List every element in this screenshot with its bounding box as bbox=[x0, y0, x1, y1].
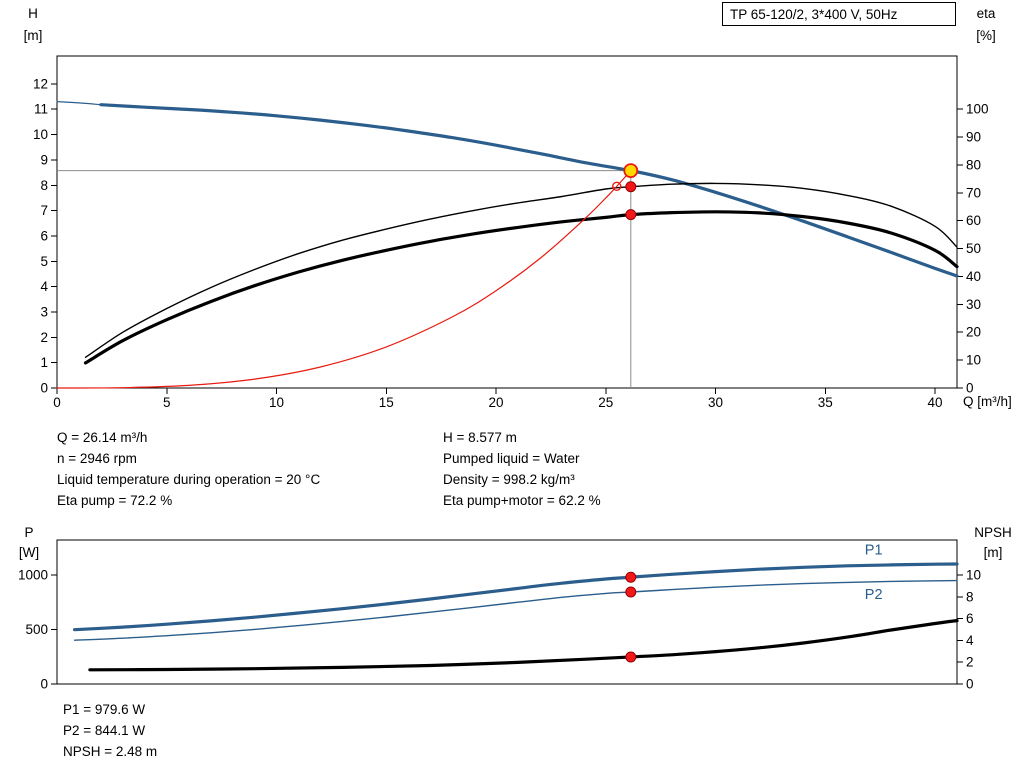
y-right-tick-label: 50 bbox=[966, 241, 981, 256]
p1-point-marker bbox=[625, 571, 637, 583]
y-left-tick-label: 9 bbox=[40, 152, 48, 167]
y-left-tick-label: 500 bbox=[25, 622, 48, 637]
info-q-line: Q = 26.14 m³/h bbox=[57, 430, 148, 445]
y-left-tick-label: 1000 bbox=[18, 567, 48, 582]
info-npsh-line: NPSH = 2.48 m bbox=[63, 744, 158, 759]
y-right-tick-label: 60 bbox=[966, 213, 981, 228]
duty-point-marker bbox=[623, 163, 639, 179]
info-liquid-line: Pumped liquid = Water bbox=[443, 451, 580, 466]
y-right-tick-label: 0 bbox=[966, 381, 974, 396]
y-right-tick-label: 2 bbox=[966, 655, 974, 670]
y-right-tick-label: 70 bbox=[966, 185, 981, 200]
eta-pump-curve bbox=[84, 182, 958, 358]
h-curve bbox=[99, 103, 959, 278]
y-right-tick-label: 10 bbox=[966, 353, 981, 368]
y-right-tick-label: 10 bbox=[966, 567, 981, 582]
x-tick-label: 25 bbox=[598, 395, 613, 410]
chart-frame bbox=[56, 539, 958, 685]
y-left-tick-label: 8 bbox=[40, 178, 48, 193]
y-right-tick-label: 90 bbox=[966, 130, 981, 145]
pump-model-badge: TP 65-120/2, 3*400 V, 50Hz bbox=[722, 2, 956, 26]
y-right-tick-label: 40 bbox=[966, 269, 981, 284]
x-tick-label: 10 bbox=[269, 395, 284, 410]
y-left-axis-title: [m] bbox=[24, 28, 43, 43]
power-npsh-chart[interactable]: 0 500 1000 0 2 4 6 8 10 P [W] NPSH [m] P1 P2 bbox=[0, 520, 1024, 700]
p2-label: P2 bbox=[865, 587, 883, 603]
y-left-tick-label: 0 bbox=[40, 677, 48, 692]
x-axis-title: Q [m³/h] bbox=[963, 394, 1012, 409]
y-left-tick-label: 4 bbox=[40, 279, 48, 294]
npsh-curve bbox=[88, 619, 959, 672]
info-p1-line: P1 = 979.6 W bbox=[63, 702, 146, 717]
h-curve-thin bbox=[56, 101, 102, 106]
duty-info-right: H = 8.577 m Pumped liquid = Water Densit… bbox=[443, 427, 601, 511]
y-left-axis-title: H bbox=[28, 6, 38, 21]
system-curve bbox=[56, 170, 632, 389]
info-head-line: H = 8.577 m bbox=[443, 430, 517, 445]
y-right-tick-label: 0 bbox=[966, 677, 974, 692]
y-left-axis-title: [W] bbox=[19, 545, 39, 560]
y-left-tick-label: 12 bbox=[33, 76, 48, 91]
duty-info-left: Q = 26.14 m³/h n = 2946 rpm Liquid tempe… bbox=[57, 427, 320, 511]
y-right-axis-title: eta bbox=[977, 6, 996, 21]
y-right-tick-label: 100 bbox=[966, 102, 989, 117]
info-eta-pump-line: Eta pump = 72.2 % bbox=[57, 493, 173, 508]
y-left-tick-label: 0 bbox=[40, 381, 48, 396]
y-right-tick-label: 80 bbox=[966, 157, 981, 172]
y-right-tick-label: 20 bbox=[966, 325, 981, 340]
x-tick-label: 35 bbox=[818, 395, 833, 410]
y-left-tick-label: 11 bbox=[34, 102, 48, 117]
y-right-tick-label: 30 bbox=[966, 297, 981, 312]
info-p2-line: P2 = 844.1 W bbox=[63, 723, 146, 738]
y-left-tick-label: 5 bbox=[40, 254, 48, 269]
y-right-tick-label: 6 bbox=[966, 611, 974, 626]
y-left-tick-label: 1 bbox=[40, 355, 48, 370]
p1-curve bbox=[73, 562, 959, 632]
eta-pump-motor-curve bbox=[83, 210, 959, 365]
x-tick-label: 15 bbox=[379, 395, 394, 410]
y-left-tick-label: 7 bbox=[40, 203, 48, 218]
y-left-tick-label: 2 bbox=[40, 330, 48, 345]
info-temperature-line: Liquid temperature during operation = 20… bbox=[57, 472, 321, 487]
p2-point-marker bbox=[625, 586, 637, 598]
p1-label: P1 bbox=[865, 542, 883, 558]
npsh-point-marker bbox=[625, 651, 637, 663]
x-tick-label: 5 bbox=[163, 395, 171, 410]
p2-curve bbox=[73, 579, 958, 641]
x-tick-label: 20 bbox=[489, 395, 504, 410]
y-left-axis-title: P bbox=[24, 525, 33, 540]
power-info: P1 = 979.6 W P2 = 844.1 W NPSH = 2.48 m bbox=[63, 699, 157, 762]
y-right-tick-label: 8 bbox=[966, 589, 974, 604]
info-density-line: Density = 998.2 kg/m³ bbox=[443, 472, 575, 487]
hq-eta-chart[interactable]: 0 5 10 15 20 25 30 35 40012345678910111201020304… bbox=[0, 0, 1024, 418]
y-right-axis-title: [%] bbox=[976, 28, 996, 43]
chart-frame bbox=[56, 55, 958, 389]
x-tick-label: 30 bbox=[708, 395, 723, 410]
y-right-axis-title: [m] bbox=[984, 545, 1003, 560]
eta-pump-point-marker bbox=[625, 181, 637, 193]
eta-pump-motor-point-marker bbox=[625, 209, 637, 221]
y-left-tick-label: 10 bbox=[33, 127, 48, 142]
info-eta-total-line: Eta pump+motor = 62.2 % bbox=[443, 493, 601, 508]
x-tick-label: 0 bbox=[53, 395, 61, 410]
y-left-tick-label: 3 bbox=[40, 304, 48, 319]
system-curve-point-marker bbox=[612, 181, 622, 191]
x-tick-label: 40 bbox=[928, 395, 943, 410]
y-left-tick-label: 6 bbox=[40, 228, 48, 243]
y-right-axis-title: NPSH bbox=[974, 525, 1012, 540]
info-speed-line: n = 2946 rpm bbox=[57, 451, 137, 466]
y-right-tick-label: 4 bbox=[966, 633, 974, 648]
